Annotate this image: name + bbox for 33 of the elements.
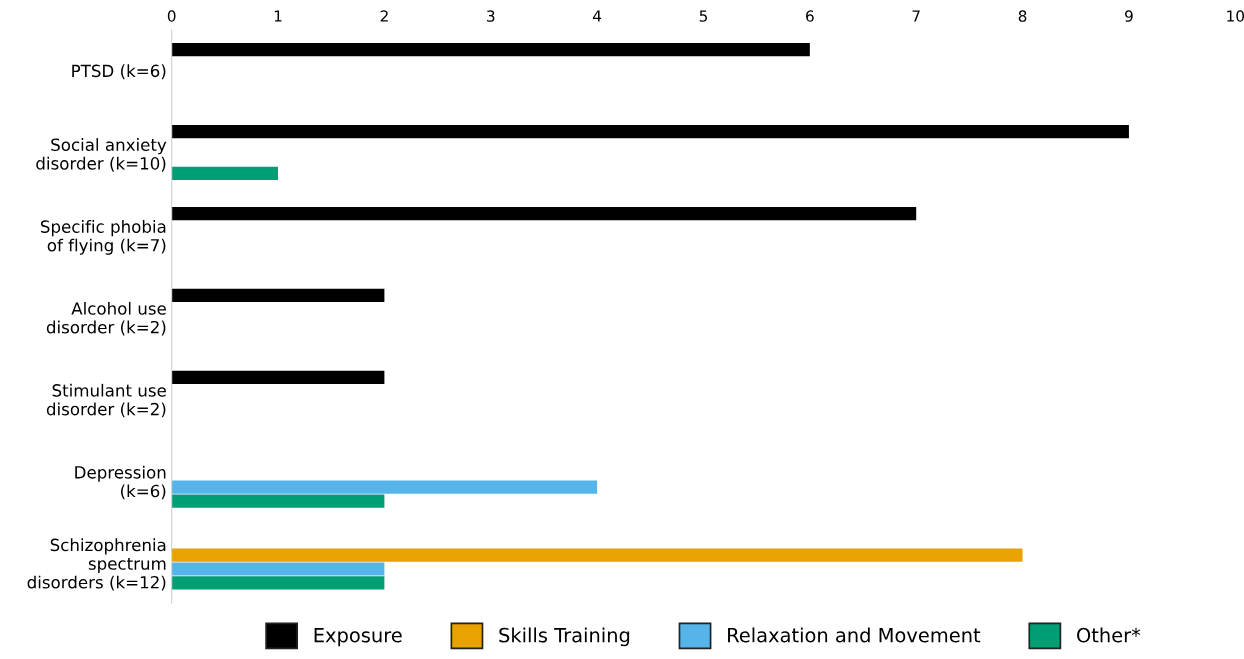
- x-tick-label: 4: [593, 10, 602, 22]
- x-tick-label: 2: [380, 10, 388, 22]
- x-tick-label: 10: [1227, 10, 1244, 22]
- bar: [171, 370, 385, 384]
- x-tick-label: 8: [1018, 10, 1027, 22]
- bar: [171, 43, 810, 57]
- bar: [171, 480, 598, 494]
- legend-label: Relaxation and Movement: [728, 627, 981, 643]
- bar: [171, 548, 1023, 562]
- legend-label: Skills Training: [499, 627, 630, 647]
- x-tick-label: 3: [487, 10, 495, 22]
- y-tick-label: PTSD (k=6): [72, 64, 166, 80]
- legend-label: Exposure: [314, 628, 402, 647]
- x-tick-label: 1: [274, 10, 282, 22]
- x-tick-label: 5: [699, 10, 708, 22]
- legend-label: Other*: [1077, 627, 1141, 643]
- bar: [171, 494, 385, 508]
- x-tick-label: 9: [1125, 10, 1133, 22]
- y-tick-label: Stimulant use disorder (k=2): [46, 383, 166, 418]
- bar: [171, 166, 279, 181]
- x-tick-label: 7: [912, 10, 920, 22]
- bar: [171, 125, 1129, 139]
- y-tick-label: Social anxiety disorder (k=10): [36, 138, 167, 172]
- y-tick-label: Specific phobia of flying (k=7): [40, 220, 166, 255]
- x-tick-label: 0: [167, 10, 176, 22]
- bar: [171, 206, 917, 221]
- bar: [171, 562, 385, 576]
- y-tick-label: Depression (k=6): [75, 465, 166, 500]
- bar: [171, 576, 385, 590]
- x-tick-label: 6: [806, 10, 814, 22]
- y-tick-label: Schizophrenia spectrum disorders (k=12): [27, 538, 166, 591]
- y-tick-label: Alcohol use disorder (k=2): [46, 301, 166, 336]
- bar: [171, 288, 385, 303]
